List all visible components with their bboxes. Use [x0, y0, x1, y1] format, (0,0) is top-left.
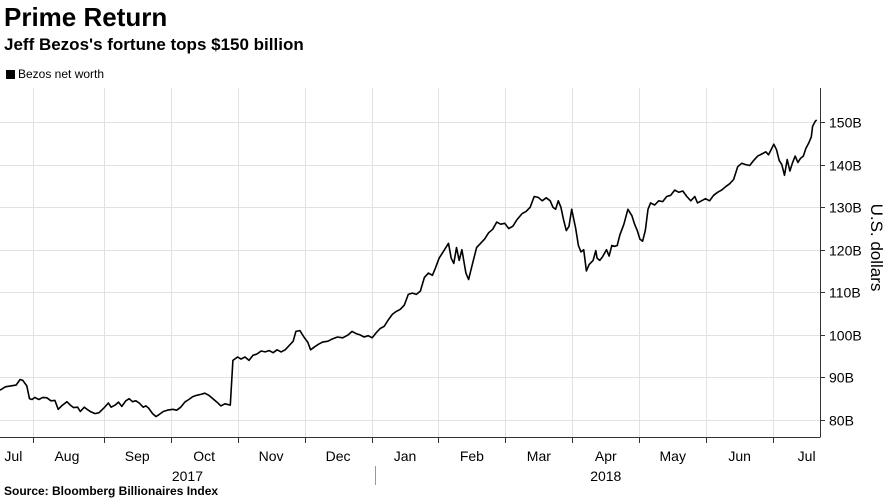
y-tick-label: 90B — [829, 370, 854, 386]
y-tick-label: 120B — [829, 243, 862, 259]
legend: Bezos net worth — [6, 67, 104, 81]
x-tick-label: Jul — [798, 448, 816, 464]
legend-swatch-icon — [6, 69, 15, 79]
series-line-bezos-net-worth — [0, 119, 818, 418]
source-note: Source: Bloomberg Billionaires Index — [4, 484, 219, 498]
x-tick-label: Jul — [4, 448, 22, 464]
y-tick-label: 100B — [829, 328, 862, 344]
axis-labels: 80B 90B 100B 110B 120B 130B 140B 150B U.S. dolla… — [4, 115, 886, 485]
y-tick-label: 110B — [829, 285, 861, 301]
x-tick-label: Sep — [125, 448, 150, 464]
legend-label: Bezos net worth — [18, 67, 105, 81]
x-tick-label: Feb — [460, 448, 484, 464]
x-tick-label: Aug — [54, 448, 79, 464]
x-tick-label: Jun — [728, 448, 751, 464]
year-label: 2017 — [172, 468, 203, 484]
x-tick-label: Nov — [259, 448, 284, 464]
x-tick-label: Apr — [595, 448, 617, 464]
y-tick-label: 150B — [829, 115, 862, 131]
y-tick-label: 80B — [829, 413, 854, 429]
y-tick-label: 130B — [829, 200, 862, 216]
x-tick-label: Jan — [394, 448, 417, 464]
x-tick-label: Oct — [193, 448, 215, 464]
series-layer — [0, 119, 818, 418]
axes — [0, 88, 825, 485]
year-label: 2018 — [590, 468, 621, 484]
chart-subtitle: Jeff Bezos's fortune tops $150 billion — [4, 35, 304, 54]
x-tick-label: Dec — [326, 448, 351, 464]
x-tick-label: May — [660, 448, 686, 464]
chart-title: Prime Return — [4, 2, 168, 32]
x-tick-label: Mar — [527, 448, 551, 464]
y-tick-label: 140B — [829, 158, 862, 174]
gridlines — [0, 88, 820, 437]
y-axis-title: U.S. dollars — [867, 204, 886, 292]
